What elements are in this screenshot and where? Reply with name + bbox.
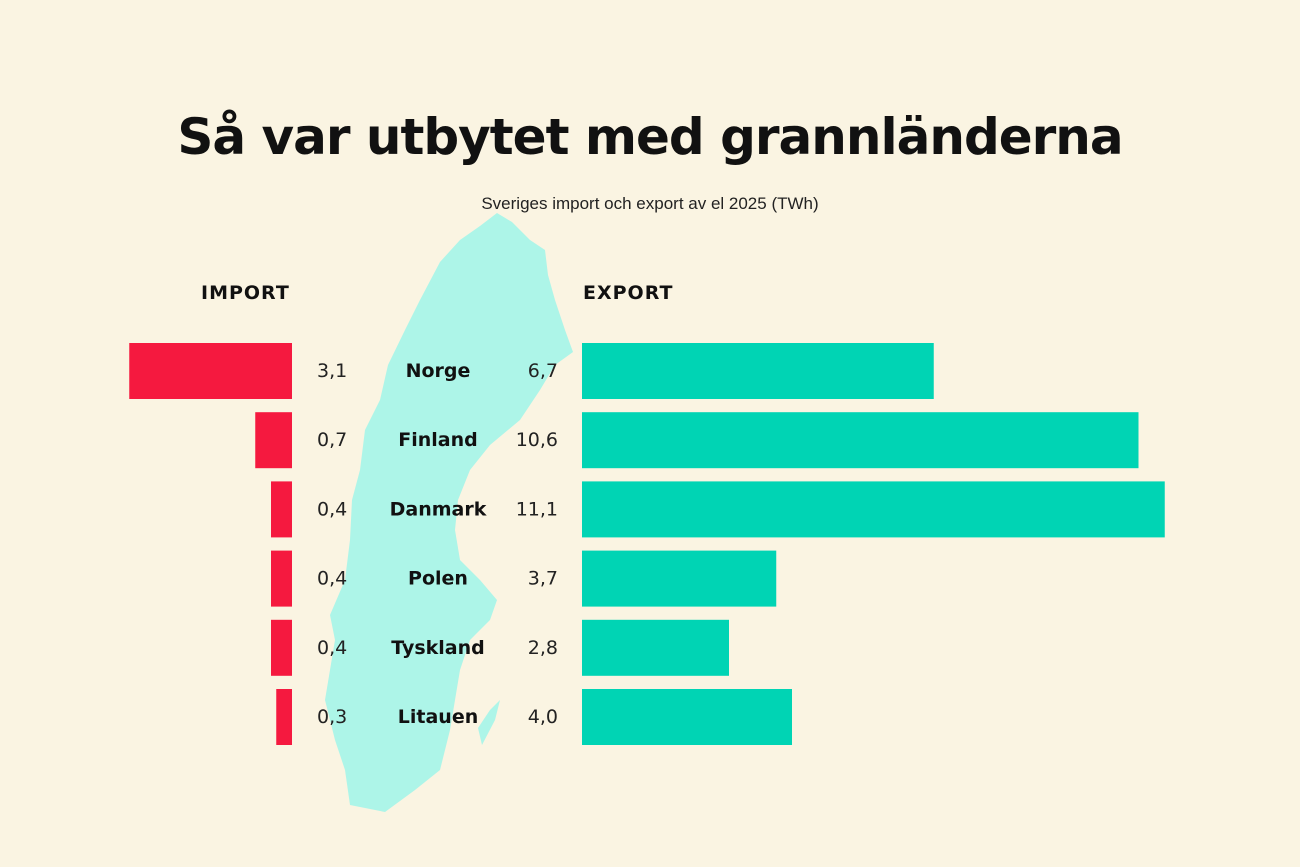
import-bar xyxy=(271,550,292,607)
country-label: Polen xyxy=(408,568,468,590)
import-label: 0,4 xyxy=(317,637,347,659)
export-bar xyxy=(582,550,777,607)
country-label: Danmark xyxy=(390,498,487,520)
country-label: Litauen xyxy=(398,706,478,728)
import-bar xyxy=(276,689,292,745)
chart-title: Så var utbytet med grannländerna xyxy=(177,108,1123,166)
export-label: 4,0 xyxy=(528,706,558,728)
export-label: 3,7 xyxy=(528,568,558,590)
country-label: Tyskland xyxy=(391,637,485,659)
import-bar xyxy=(271,481,292,538)
export-header: EXPORT xyxy=(583,282,674,304)
export-label: 11,1 xyxy=(516,498,558,520)
import-header: IMPORT xyxy=(201,282,290,304)
import-label: 0,3 xyxy=(317,706,347,728)
country-label: Norge xyxy=(406,360,471,382)
sweden-map-icon xyxy=(325,213,573,812)
export-bar xyxy=(582,481,1165,538)
export-bar xyxy=(582,619,729,676)
export-bar xyxy=(582,412,1139,469)
import-bar xyxy=(271,619,292,676)
export-bar xyxy=(582,689,792,745)
export-label: 10,6 xyxy=(516,429,558,451)
import-label: 0,4 xyxy=(317,498,347,520)
gotland-island xyxy=(478,700,500,745)
export-bar xyxy=(582,343,934,399)
chart-subtitle: Sveriges import och export av el 2025 (T… xyxy=(481,194,819,213)
import-bar xyxy=(255,412,292,469)
import-label: 0,4 xyxy=(317,568,347,590)
country-label: Finland xyxy=(398,429,477,451)
import-bar xyxy=(129,343,292,399)
export-label: 6,7 xyxy=(528,360,558,382)
import-label: 0,7 xyxy=(317,429,347,451)
import-label: 3,1 xyxy=(317,360,347,382)
export-label: 2,8 xyxy=(528,637,558,659)
